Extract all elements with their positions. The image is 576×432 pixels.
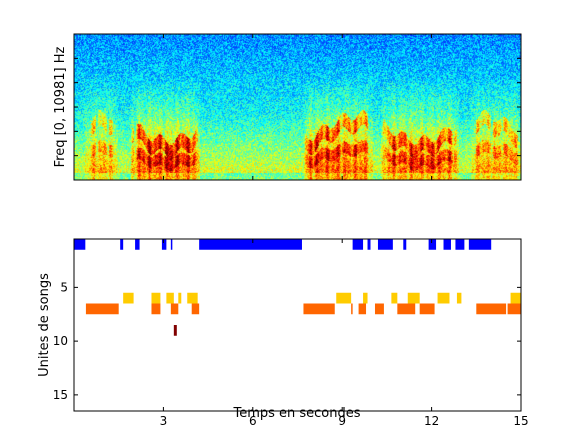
song-unit-segment-1 (443, 239, 451, 250)
timeline-y-label: Unites de songs (37, 273, 52, 377)
song-unit-segment-7 (374, 303, 384, 315)
song-unit-segment-7 (151, 303, 161, 315)
song-unit-segment-6 (151, 292, 161, 304)
song-unit-segment-1 (377, 239, 393, 250)
song-unit-segment-1 (428, 239, 437, 250)
song-unit-segment-6 (456, 292, 462, 304)
spectrogram-image (74, 34, 521, 180)
timeline-panel: 3 6 9 12 15 5 10 15 Temps en secondes Unites de… (37, 238, 529, 428)
song-unit-segment-6 (391, 292, 398, 304)
timeline-ticks: 3 6 9 12 15 5 10 15 (53, 239, 529, 428)
timeline-y-tick-label: 5 (60, 280, 68, 294)
timeline-x-tick-label: 12 (424, 414, 439, 428)
song-unit-segment-6 (336, 292, 352, 304)
song-unit-segment-6 (407, 292, 420, 304)
song-unit-segment-7 (170, 303, 179, 315)
timeline-y-tick-label: 10 (53, 334, 68, 348)
song-unit-segment-7 (397, 303, 416, 315)
song-unit-segment-6 (178, 292, 182, 304)
song-unit-segment-6 (510, 292, 521, 304)
song-unit-segment-7 (419, 303, 435, 315)
song-unit-segment-6 (166, 292, 174, 304)
song-unit-segment-1 (74, 239, 86, 250)
timeline-x-label: Temps en secondes (232, 406, 360, 421)
song-unit-segment-6 (437, 292, 450, 304)
song-unit-segment-9 (173, 325, 177, 336)
timeline-x-tick-label: 3 (160, 414, 168, 428)
song-unit-segment-1 (468, 239, 492, 250)
song-unit-segment-7 (85, 303, 119, 315)
timeline-x-tick-label: 6 (249, 414, 257, 428)
song-unit-segment-1 (367, 239, 371, 250)
song-unit-segment-1 (170, 239, 173, 250)
song-unit-segment-6 (187, 292, 198, 304)
timeline-axes-frame (73, 238, 522, 412)
song-unit-segment-1 (403, 239, 407, 250)
timeline-x-tick-label: 9 (338, 414, 346, 428)
segment-layer (74, 239, 521, 336)
song-unit-segment-1 (455, 239, 465, 250)
song-unit-segment-1 (352, 239, 364, 250)
song-unit-segment-7 (507, 303, 521, 315)
song-unit-segment-1 (199, 239, 302, 250)
song-unit-segment-1 (120, 239, 124, 250)
timeline-x-tick-label: 15 (513, 414, 528, 428)
song-unit-segment-7 (358, 303, 367, 315)
song-unit-segment-1 (135, 239, 140, 250)
song-unit-segment-6 (363, 292, 368, 304)
timeline-y-tick-label: 15 (53, 388, 68, 402)
song-unit-segment-7 (351, 303, 353, 315)
song-unit-segment-7 (303, 303, 335, 315)
song-unit-segment-7 (476, 303, 507, 315)
song-unit-segment-6 (123, 292, 134, 304)
song-unit-segment-7 (191, 303, 200, 315)
song-unit-segment-1 (161, 239, 167, 250)
spectrogram-ticks (74, 34, 522, 180)
spectrogram-y-label: Freq [0, 10981] Hz (53, 46, 68, 167)
spectrogram-panel: Freq [0, 10981] Hz (53, 33, 522, 181)
